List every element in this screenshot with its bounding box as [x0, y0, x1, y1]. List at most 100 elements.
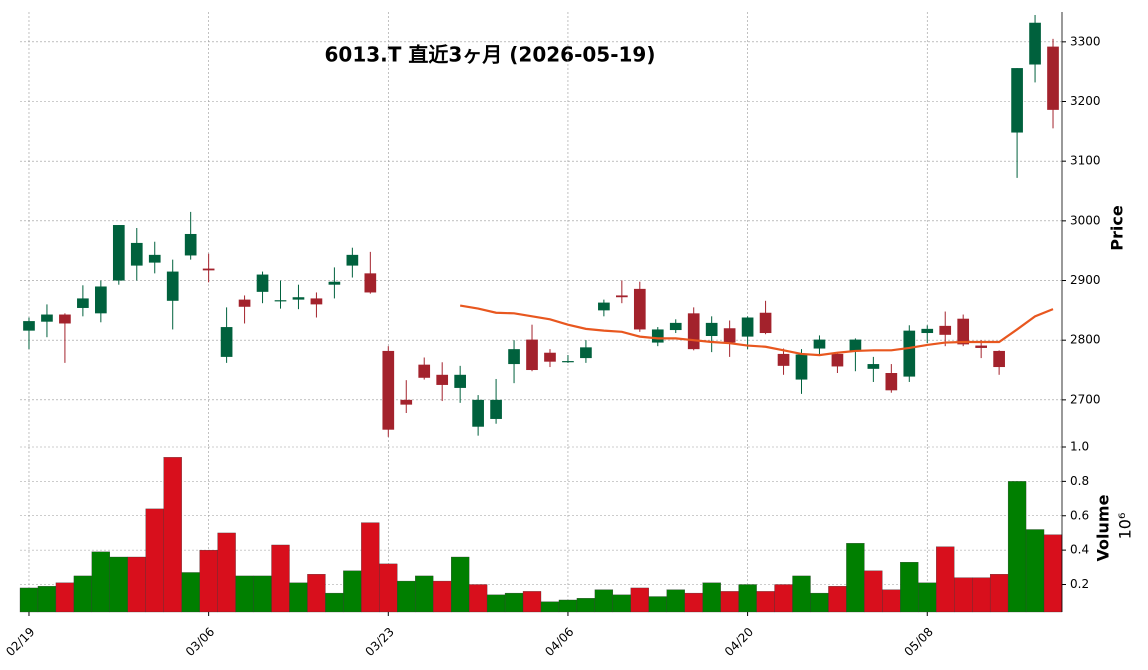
volume-bar [343, 570, 362, 613]
volume-bar [522, 591, 542, 613]
volume-bar [558, 599, 578, 613]
volume-bar [361, 522, 380, 613]
candle-body [813, 339, 826, 349]
volume-bar [720, 591, 739, 613]
candle-body [1047, 46, 1059, 110]
candle-body [238, 299, 251, 307]
candle-body [885, 373, 898, 391]
volume-bar [199, 549, 218, 613]
candle-body [633, 288, 646, 330]
y-axis-label: Price [1108, 205, 1127, 251]
candle-body [616, 295, 628, 298]
candle-body [705, 322, 718, 337]
candle-body [148, 254, 161, 263]
candle-body [472, 399, 484, 427]
candle-body [1011, 68, 1023, 133]
y-tick-label: 3000 [1070, 213, 1101, 227]
volume-bar [415, 575, 434, 613]
candle-body [669, 322, 682, 331]
candle-body [328, 281, 341, 285]
x-tick-label: 03/06 [183, 625, 217, 659]
volume-bar [989, 574, 1009, 613]
candle-body [382, 350, 395, 430]
candle-body [939, 325, 952, 335]
volume-bar [846, 543, 865, 613]
candle-body [256, 274, 269, 292]
volume-bar [397, 580, 416, 613]
volume-bar [37, 586, 57, 613]
volume-bar [702, 582, 721, 613]
volume-bar [253, 575, 272, 613]
candle-body [112, 225, 125, 281]
candle-body [1029, 22, 1041, 65]
volume-bar [127, 556, 146, 613]
volume-bar [828, 586, 847, 613]
volume-bar [1043, 534, 1063, 613]
candle-body [867, 364, 880, 369]
candle-body [346, 254, 359, 266]
volume-bar [630, 587, 649, 613]
y-tick-label: 1.0 [1070, 440, 1089, 454]
candle-body [202, 268, 215, 271]
volume-bar [972, 577, 991, 613]
candle-body [759, 312, 772, 334]
candle-body [921, 328, 934, 334]
volume-bar [864, 570, 883, 613]
volume-bar [451, 556, 470, 613]
volume-bar [738, 584, 757, 613]
volume-bar [594, 589, 614, 613]
candle-body [220, 327, 233, 357]
x-tick-label: 02/19 [3, 625, 37, 659]
candle-body [166, 271, 179, 301]
volume-bar [109, 556, 128, 613]
candle-body [95, 286, 107, 314]
volume-bar [289, 582, 308, 613]
volume-bar [1007, 481, 1027, 613]
chart-title: 6013.T 直近3ヶ月 (2026-05-19) [325, 43, 656, 67]
y-tick-label: 0.8 [1070, 474, 1089, 488]
candle-body [41, 314, 53, 322]
volume-bar [810, 592, 829, 613]
scale-label: 10⁶ [1116, 513, 1135, 540]
candle-body [292, 297, 305, 300]
volume-bar [774, 584, 793, 613]
y-tick-label: 0.2 [1070, 577, 1089, 591]
volume-bar [91, 551, 110, 613]
candle-body [975, 345, 987, 348]
candle-body [957, 318, 970, 345]
volume-bar [163, 457, 182, 613]
y-tick-label: 0.6 [1070, 508, 1089, 522]
volume-bar [433, 580, 452, 613]
volume-bar [217, 532, 236, 613]
candle-body [651, 329, 664, 343]
volume-bar [325, 592, 344, 613]
candle-body [436, 374, 449, 385]
candle-body [903, 330, 916, 377]
candle-body [130, 242, 143, 266]
y-tick-label: 2900 [1070, 273, 1101, 287]
candle-body [831, 353, 844, 367]
volume-bar [307, 574, 326, 613]
volume-bar [612, 594, 631, 613]
candle-body [184, 233, 197, 256]
volume-bar [666, 589, 685, 613]
candle-body [310, 298, 323, 305]
y-tick-label: 3300 [1070, 34, 1101, 48]
candle-body [849, 339, 862, 351]
volume-bar [19, 587, 39, 613]
candle-body [454, 374, 466, 388]
y-tick-label: 3200 [1070, 94, 1101, 108]
moving-average-line [459, 304, 1054, 357]
candle-body [23, 321, 35, 331]
volume-bar [882, 589, 901, 613]
candle-body [580, 347, 592, 359]
y-tick-label: 2800 [1070, 333, 1101, 347]
y-tick-label: 3100 [1070, 154, 1101, 168]
y-axis-label: Volume [1094, 494, 1113, 561]
candle-body [77, 298, 89, 308]
volume-bar [271, 544, 290, 613]
y-tick-label: 0.4 [1070, 543, 1089, 557]
x-tick-label: 04/20 [722, 625, 756, 659]
candle-body [598, 302, 610, 311]
